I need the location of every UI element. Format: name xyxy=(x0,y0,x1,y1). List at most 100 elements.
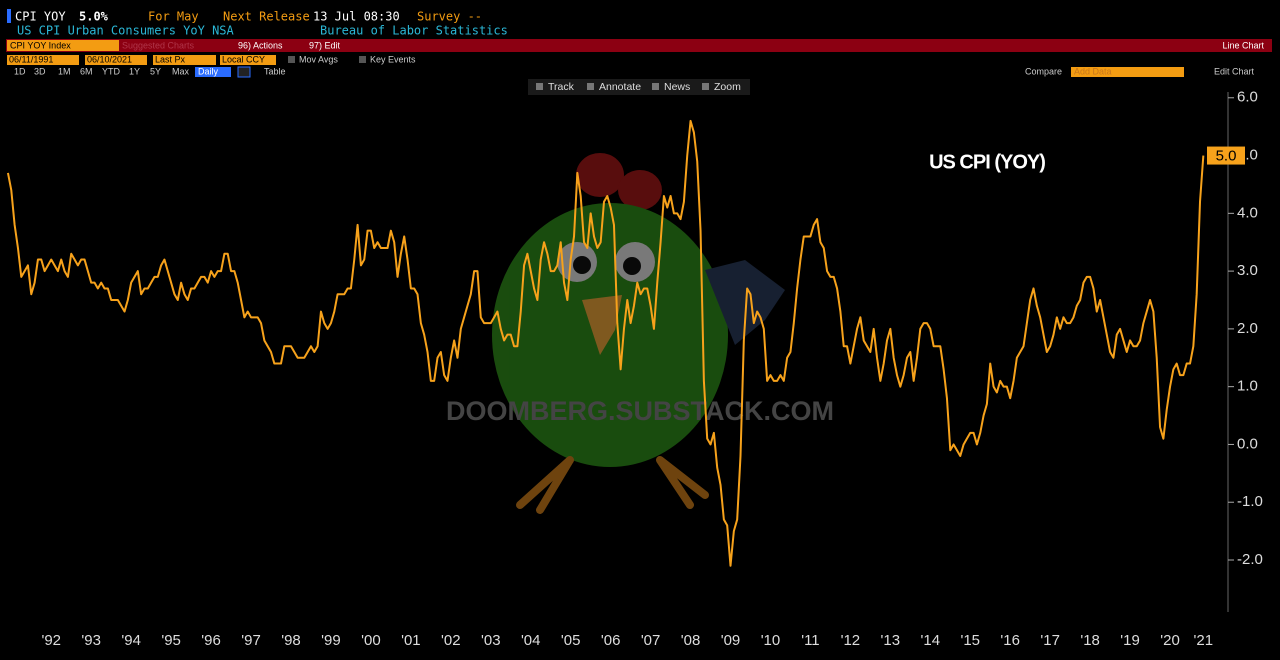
y-tick-label: 0.0 xyxy=(1237,435,1258,452)
x-tick-label: '11 xyxy=(801,632,819,649)
y-tick-label: 2.0 xyxy=(1237,320,1258,337)
security-field[interactable] xyxy=(7,40,119,51)
x-tick-label: '06 xyxy=(601,632,621,649)
x-tick-label: '01 xyxy=(401,632,421,649)
description: US CPI Urban Consumers YoY NSA xyxy=(17,24,235,38)
range-button[interactable]: 1Y xyxy=(129,66,140,76)
frequency-select[interactable] xyxy=(195,67,231,77)
mov-avgs[interactable]: Mov Avgs xyxy=(299,54,338,64)
x-tick-label: '02 xyxy=(441,632,461,649)
actions-menu[interactable]: 96) Actions xyxy=(238,40,283,50)
field[interactable]: Last Px xyxy=(155,54,186,64)
start-date[interactable]: 06/11/1991 xyxy=(9,54,53,64)
x-tick-label: '00 xyxy=(361,632,381,649)
x-tick-label: '10 xyxy=(761,632,781,649)
x-tick-label: '08 xyxy=(681,632,701,649)
y-tick-label: -2.0 xyxy=(1237,551,1263,568)
chart-tools: Track Annotate News Zoom xyxy=(536,81,741,93)
survey: Survey -- xyxy=(417,10,482,24)
currency[interactable]: Local CCY xyxy=(222,54,265,64)
last-value-label: 5.0 xyxy=(1216,148,1237,165)
security[interactable]: CPI YOY Index xyxy=(10,40,71,50)
range-button[interactable]: 6M xyxy=(80,66,93,76)
x-tick-label: '99 xyxy=(321,632,341,649)
x-tick-label: '20 xyxy=(1160,632,1180,649)
tool-button[interactable]: Zoom xyxy=(714,81,741,93)
add-data-field[interactable] xyxy=(1071,67,1184,77)
cpi-line xyxy=(6,119,1205,567)
frequency[interactable]: Daily xyxy=(198,66,219,76)
x-tick-label: '15 xyxy=(960,632,980,649)
edit-menu[interactable]: 97) Edit xyxy=(309,40,341,50)
tool-icon[interactable] xyxy=(652,83,659,90)
y-tick-label: 4.0 xyxy=(1237,204,1258,221)
x-tick-label: '98 xyxy=(281,632,301,649)
tool-strip xyxy=(528,79,750,95)
range-button[interactable]: 5Y xyxy=(150,66,161,76)
tool-button[interactable]: Annotate xyxy=(599,81,641,93)
x-tick-label: '94 xyxy=(121,632,141,649)
x-tick-label: '09 xyxy=(721,632,741,649)
start-date-field[interactable] xyxy=(7,55,79,65)
tool-icon[interactable] xyxy=(587,83,594,90)
ticker: CPI YOY xyxy=(15,10,66,24)
key-events-checkbox[interactable] xyxy=(359,56,366,63)
y-tick-label: -1.0 xyxy=(1237,493,1263,510)
next-release: 13 Jul 08:30 xyxy=(313,10,400,24)
tool-button[interactable]: Track xyxy=(548,81,575,93)
y-tick-label: 6.0 xyxy=(1237,89,1258,106)
range-button[interactable]: 1D xyxy=(14,66,26,76)
x-tick-label: '03 xyxy=(481,632,501,649)
x-tick-label: '21 xyxy=(1194,632,1214,649)
x-tick-label: '93 xyxy=(81,632,101,649)
command-bar xyxy=(6,39,1272,52)
y-tick-label: 1.0 xyxy=(1237,378,1258,395)
last-value: 5.0% xyxy=(79,10,109,24)
table-icon[interactable] xyxy=(237,66,251,78)
x-tick-label: '05 xyxy=(561,632,581,649)
tool-icon[interactable] xyxy=(536,83,543,90)
table-button[interactable]: Table xyxy=(264,66,286,76)
y-tick-label: 3.0 xyxy=(1237,262,1258,279)
end-date[interactable]: 06/10/2021 xyxy=(87,54,132,64)
tool-icon[interactable] xyxy=(702,83,709,90)
x-tick-label: '12 xyxy=(841,632,861,649)
range-buttons: 1D 3D 1M 6M YTD 1Y 5Y Max xyxy=(14,66,190,76)
mov-avgs-checkbox[interactable] xyxy=(288,56,295,63)
add-data[interactable]: Add Data xyxy=(1074,66,1112,76)
chart-type: Line Chart xyxy=(1222,40,1264,50)
range-button[interactable]: 3D xyxy=(34,66,46,76)
compare-button[interactable]: Compare xyxy=(1025,66,1062,76)
x-tick-label: '19 xyxy=(1120,632,1140,649)
x-tick-label: '14 xyxy=(921,632,941,649)
range-button[interactable]: YTD xyxy=(102,66,121,76)
tool-button[interactable]: News xyxy=(664,81,690,93)
ticker-flag xyxy=(7,9,11,23)
x-tick-label: '13 xyxy=(881,632,901,649)
last-value-marker xyxy=(1207,146,1245,165)
period: For May xyxy=(148,10,199,24)
source: Bureau of Labor Statistics xyxy=(320,24,508,38)
x-tick-label: '95 xyxy=(161,632,181,649)
x-tick-label: '97 xyxy=(241,632,261,649)
x-tick-label: '96 xyxy=(201,632,221,649)
key-events[interactable]: Key Events xyxy=(370,54,416,64)
x-tick-label: '17 xyxy=(1040,632,1060,649)
annotation: US CPI (YOY) xyxy=(929,151,1045,173)
x-tick-label: '04 xyxy=(521,632,541,649)
edit-chart[interactable]: Edit Chart xyxy=(1214,66,1255,76)
end-date-field[interactable] xyxy=(85,55,147,65)
range-button[interactable]: Max xyxy=(172,66,190,76)
watermark-text: DOOMBERG.SUBSTACK.COM xyxy=(446,396,834,426)
x-tick-label: '18 xyxy=(1080,632,1100,649)
range-button[interactable]: 1M xyxy=(58,66,71,76)
suggested-charts[interactable]: Suggested Charts xyxy=(122,40,195,50)
currency-select[interactable] xyxy=(220,55,276,65)
next-release-label: Next Release xyxy=(223,10,310,24)
x-tick-label: '07 xyxy=(641,632,661,649)
x-tick-label: '16 xyxy=(1000,632,1020,649)
x-tick-label: '92 xyxy=(41,632,61,649)
field-select[interactable] xyxy=(153,55,216,65)
plot: 6.0 5.0 4.0 3.0 2.0 1.0 0.0 -1.0 -2.0 '92 '93 '94 '9… xyxy=(6,89,1263,649)
